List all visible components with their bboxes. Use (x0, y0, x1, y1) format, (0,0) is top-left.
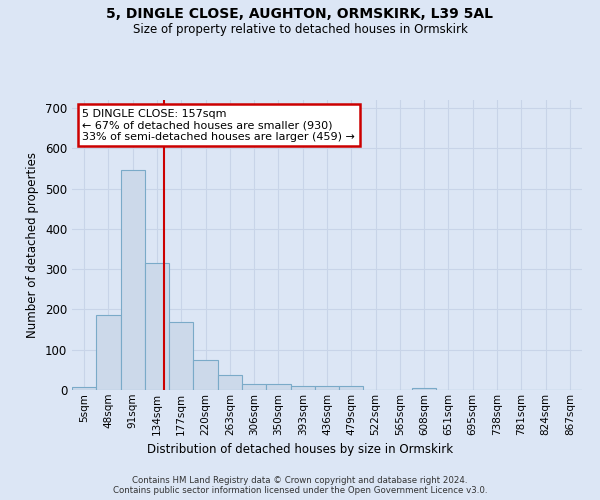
Bar (145, 263, 169, 390)
Bar (218, 374, 242, 390)
Y-axis label: Number of detached properties: Number of detached properties (26, 152, 40, 338)
Text: 5, DINGLE CLOSE, AUGHTON, ORMSKIRK, L39 5AL: 5, DINGLE CLOSE, AUGHTON, ORMSKIRK, L39 … (107, 8, 493, 22)
Bar (266, 384, 290, 390)
Bar (193, 360, 218, 390)
Text: Distribution of detached houses by size in Ormskirk: Distribution of detached houses by size … (147, 442, 453, 456)
Text: 5 DINGLE CLOSE: 157sqm
← 67% of detached houses are smaller (930)
33% of semi-de: 5 DINGLE CLOSE: 157sqm ← 67% of detached… (82, 108, 355, 142)
Bar (242, 384, 266, 390)
Bar (96, 316, 121, 390)
Text: Contains HM Land Registry data © Crown copyright and database right 2024.
Contai: Contains HM Land Registry data © Crown c… (113, 476, 487, 495)
Bar (412, 388, 436, 390)
Bar (315, 386, 339, 390)
Bar (169, 322, 193, 390)
Bar (72, 387, 96, 390)
Bar (290, 386, 315, 390)
Bar (121, 170, 145, 390)
Text: Size of property relative to detached houses in Ormskirk: Size of property relative to detached ho… (133, 22, 467, 36)
Bar (339, 386, 364, 390)
